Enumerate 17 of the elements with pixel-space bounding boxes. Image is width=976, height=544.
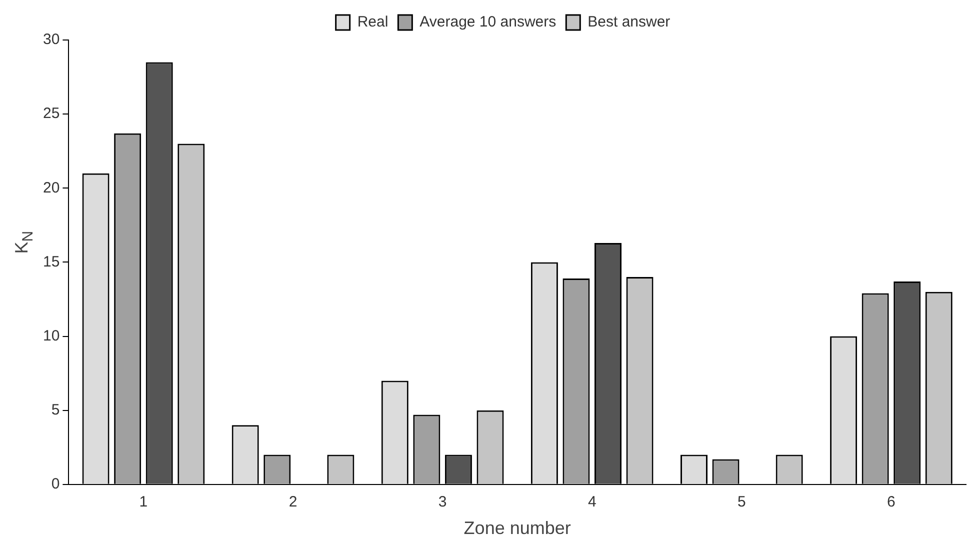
x-tick-label: 4 bbox=[588, 494, 596, 511]
x-tick-label: 3 bbox=[438, 494, 447, 511]
legend-label: Real bbox=[357, 14, 388, 31]
legend-label: Average 10 answers bbox=[420, 14, 556, 31]
x-tick-label: 1 bbox=[139, 494, 148, 511]
legend-label: Best answer bbox=[588, 14, 670, 31]
x-tick-label: 2 bbox=[288, 494, 298, 511]
y-tick-label: 20 bbox=[42, 179, 60, 196]
y-tick-label: 25 bbox=[42, 105, 60, 122]
x-tick-label: 6 bbox=[887, 494, 896, 511]
y-tick-label: 5 bbox=[51, 401, 60, 418]
y-tick-label: 0 bbox=[51, 476, 60, 493]
y-tick-label: 15 bbox=[42, 253, 60, 270]
x-axis-title: Zone number bbox=[464, 518, 571, 538]
y-tick-label: 30 bbox=[42, 31, 60, 48]
x-tick-label: 5 bbox=[738, 494, 746, 511]
y-tick-label: 10 bbox=[42, 327, 60, 344]
